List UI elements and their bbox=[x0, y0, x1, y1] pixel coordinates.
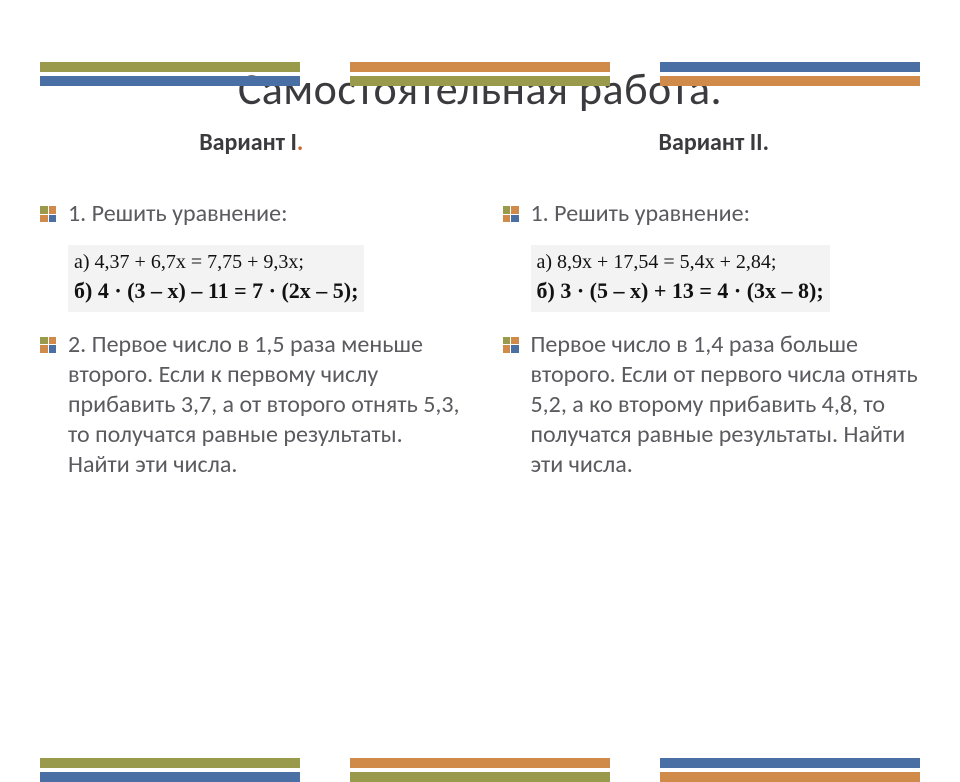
variant-1-task-2-text: 2. Первое число в 1,5 раза меньше второг… bbox=[68, 330, 463, 480]
variant-2-task-2-text: Первое число в 1,4 раза больше второго. … bbox=[531, 330, 926, 480]
stripe-bar bbox=[40, 772, 300, 782]
stripe-bar bbox=[350, 758, 610, 768]
stripe-bar bbox=[40, 76, 300, 86]
variant-1-eq-a: а) 4,37 + 6,7x = 7,75 + 9,3x; bbox=[74, 249, 358, 276]
stripe-pair bbox=[40, 62, 300, 86]
stripe-bar bbox=[40, 758, 300, 768]
stripe-bar bbox=[660, 758, 920, 768]
stripe-bar bbox=[660, 76, 920, 86]
stripe-pair bbox=[350, 758, 610, 782]
stripe-bar bbox=[350, 76, 610, 86]
stripe-pair bbox=[660, 758, 920, 782]
stripe-bar bbox=[660, 772, 920, 782]
variant-2: Вариант II. 1. Решить уравнение: а) 8,9x… bbox=[503, 128, 926, 490]
content-columns: Вариант I. 1. Решить уравнение: а) 4,37 … bbox=[0, 116, 960, 490]
variant-1-heading-dot: . bbox=[297, 128, 303, 157]
variant-2-heading: Вариант II. bbox=[503, 128, 926, 157]
bullet-icon bbox=[40, 206, 56, 222]
variant-1-eq-b: б) 4 · (3 – x) – 11 = 7 · (2x – 5); bbox=[74, 276, 358, 306]
decorative-stripes-bottom bbox=[0, 758, 960, 782]
variant-1-task-1: 1. Решить уравнение: bbox=[40, 199, 463, 229]
variant-1-heading: Вариант I. bbox=[40, 128, 463, 157]
variant-1-task-1-label: 1. Решить уравнение: bbox=[68, 199, 288, 229]
variant-2-eq-b: б) 3 · (5 – x) + 13 = 4 · (3x – 8); bbox=[537, 276, 824, 306]
variant-2-task-1-label: 1. Решить уравнение: bbox=[531, 199, 751, 229]
stripe-pair bbox=[40, 758, 300, 782]
bullet-icon bbox=[40, 337, 56, 353]
variant-1-task-2: 2. Первое число в 1,5 раза меньше второг… bbox=[40, 330, 463, 480]
variant-2-eq-a: а) 8,9x + 17,54 = 5,4x + 2,84; bbox=[537, 249, 824, 276]
stripe-bar bbox=[350, 772, 610, 782]
variant-2-equations: а) 8,9x + 17,54 = 5,4x + 2,84; б) 3 · (5… bbox=[531, 245, 830, 312]
stripe-bar bbox=[350, 62, 610, 72]
stripe-pair bbox=[350, 62, 610, 86]
decorative-stripes-top bbox=[0, 62, 960, 86]
stripe-bar bbox=[660, 62, 920, 72]
stripe-bar bbox=[40, 62, 300, 72]
bullet-icon bbox=[503, 206, 519, 222]
variant-1-heading-text: Вариант I bbox=[199, 128, 297, 157]
variant-2-task-1: 1. Решить уравнение: bbox=[503, 199, 926, 229]
variant-2-task-2: Первое число в 1,4 раза больше второго. … bbox=[503, 330, 926, 480]
variant-1-equations: а) 4,37 + 6,7x = 7,75 + 9,3x; б) 4 · (3 … bbox=[68, 245, 364, 312]
stripe-pair bbox=[660, 62, 920, 86]
variant-1: Вариант I. 1. Решить уравнение: а) 4,37 … bbox=[40, 128, 463, 490]
bullet-icon bbox=[503, 337, 519, 353]
